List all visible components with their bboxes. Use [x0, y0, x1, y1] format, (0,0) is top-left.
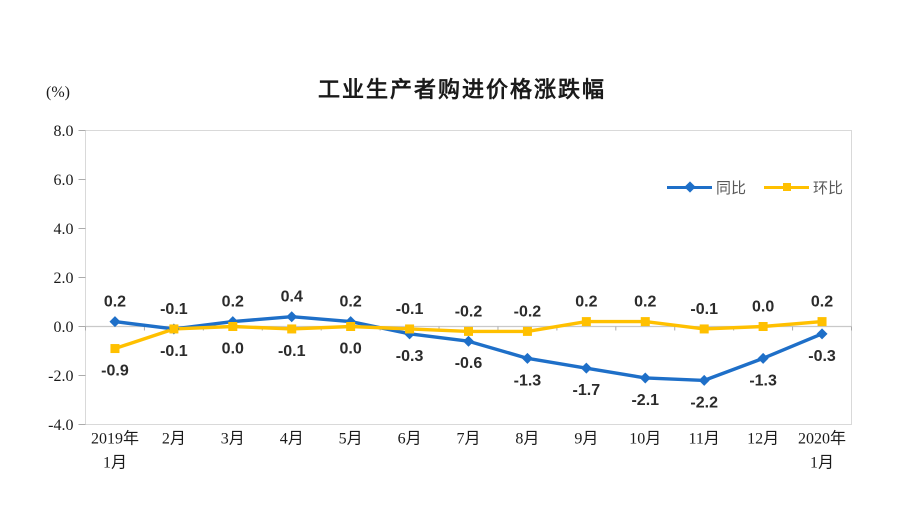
- data-point-marker-环比: [228, 322, 238, 331]
- x-axis-label: 2月: [162, 431, 186, 448]
- data-label-above: 0.2: [222, 294, 244, 311]
- data-label-below: -2.1: [631, 392, 659, 409]
- x-axis-label: 9月: [574, 431, 598, 448]
- data-label-above: 0.2: [811, 294, 833, 311]
- data-label-above: -0.1: [690, 301, 718, 318]
- x-axis-label: 3月: [221, 431, 245, 448]
- legend-item-huanbi: 环比: [764, 177, 843, 198]
- data-label-above: -0.1: [396, 301, 424, 318]
- data-point-marker-环比: [522, 326, 532, 336]
- data-label-below: -1.3: [749, 372, 777, 389]
- data-point-marker-环比: [699, 324, 709, 334]
- data-label-below: -0.3: [396, 348, 424, 365]
- data-label-below: -2.2: [690, 394, 718, 411]
- data-label-above: 0.2: [634, 294, 656, 311]
- y-axis-tick-label: 8.0: [54, 123, 74, 140]
- x-axis-label: 8月: [515, 431, 539, 448]
- data-point-marker-环比: [405, 324, 415, 334]
- y-axis-tick-label: -4.0: [48, 417, 73, 434]
- data-point-marker-环比: [169, 324, 179, 334]
- data-point-marker-同比: [639, 372, 651, 384]
- data-label-above: 0.2: [575, 294, 597, 311]
- data-label-above: 0.2: [104, 294, 126, 311]
- legend-item-tongbi: 同比: [667, 177, 746, 198]
- data-point-marker-环比: [581, 317, 591, 327]
- data-point-marker-环比: [464, 326, 473, 336]
- huanbi-line-square-marker-icon: [764, 183, 810, 192]
- tongbi-line-diamond-marker-icon: [667, 181, 712, 194]
- y-axis-tick-label: 0.0: [54, 319, 74, 336]
- data-label-above: 0.4: [281, 289, 303, 306]
- x-axis-label: 5月: [339, 431, 363, 448]
- x-axis-label: 2020年: [798, 430, 846, 448]
- x-axis-label: 1月: [810, 455, 834, 472]
- x-axis-label: 6月: [398, 431, 422, 448]
- data-label-above: -0.2: [514, 303, 542, 320]
- data-label-above: -0.2: [455, 303, 483, 320]
- chart-title: 工业生产者购进价格涨跌幅: [317, 77, 606, 102]
- data-point-marker-同比: [580, 362, 592, 374]
- data-label-below: -0.6: [455, 355, 483, 372]
- legend: 同比 环比: [667, 177, 843, 198]
- data-label-below: 0.0: [222, 341, 244, 358]
- data-label-below: -0.1: [278, 343, 306, 360]
- y-axis-tick-label: 4.0: [54, 221, 74, 238]
- x-axis-label: 1月: [103, 455, 127, 472]
- x-axis-label: 10月: [629, 431, 661, 448]
- data-label-above: -0.1: [160, 301, 188, 318]
- data-point-marker-环比: [346, 322, 356, 331]
- data-point-marker-环比: [110, 344, 120, 354]
- data-label-below: -0.3: [808, 348, 836, 365]
- data-point-marker-同比: [286, 311, 298, 323]
- x-axis-label: 12月: [747, 431, 779, 448]
- data-point-marker-同比: [109, 316, 121, 328]
- legend-label-huanbi: 环比: [813, 180, 844, 197]
- data-point-marker-同比: [521, 352, 533, 364]
- data-label-below: -1.7: [573, 382, 601, 399]
- data-label-above: 0.2: [340, 294, 362, 311]
- data-label-below: -0.9: [101, 363, 129, 380]
- data-label-below: -0.1: [160, 343, 188, 360]
- y-axis-tick-label: 6.0: [54, 172, 74, 189]
- data-point-marker-环比: [640, 317, 650, 327]
- y-axis-tick-label: 2.0: [54, 270, 74, 287]
- data-point-marker-同比: [816, 328, 828, 340]
- plot-border: [85, 130, 852, 425]
- data-point-marker-同比: [463, 335, 474, 347]
- data-label-above: 0.0: [752, 299, 774, 316]
- data-point-marker-同比: [757, 352, 769, 364]
- x-axis-label: 4月: [280, 431, 304, 448]
- y-axis-unit-label: (%): [46, 84, 70, 101]
- data-label-below: -1.3: [514, 372, 542, 389]
- data-point-marker-环比: [758, 322, 768, 331]
- data-point-marker-同比: [698, 374, 710, 386]
- data-point-marker-环比: [287, 324, 297, 334]
- legend-label-tongbi: 同比: [716, 180, 747, 197]
- data-label-below: 0.0: [340, 341, 362, 358]
- x-axis-label: 7月: [456, 431, 480, 448]
- x-axis-label: 11月: [688, 431, 719, 448]
- data-point-marker-环比: [817, 317, 827, 327]
- y-axis-tick-label: -2.0: [48, 368, 73, 385]
- x-axis-label: 2019年: [91, 430, 139, 448]
